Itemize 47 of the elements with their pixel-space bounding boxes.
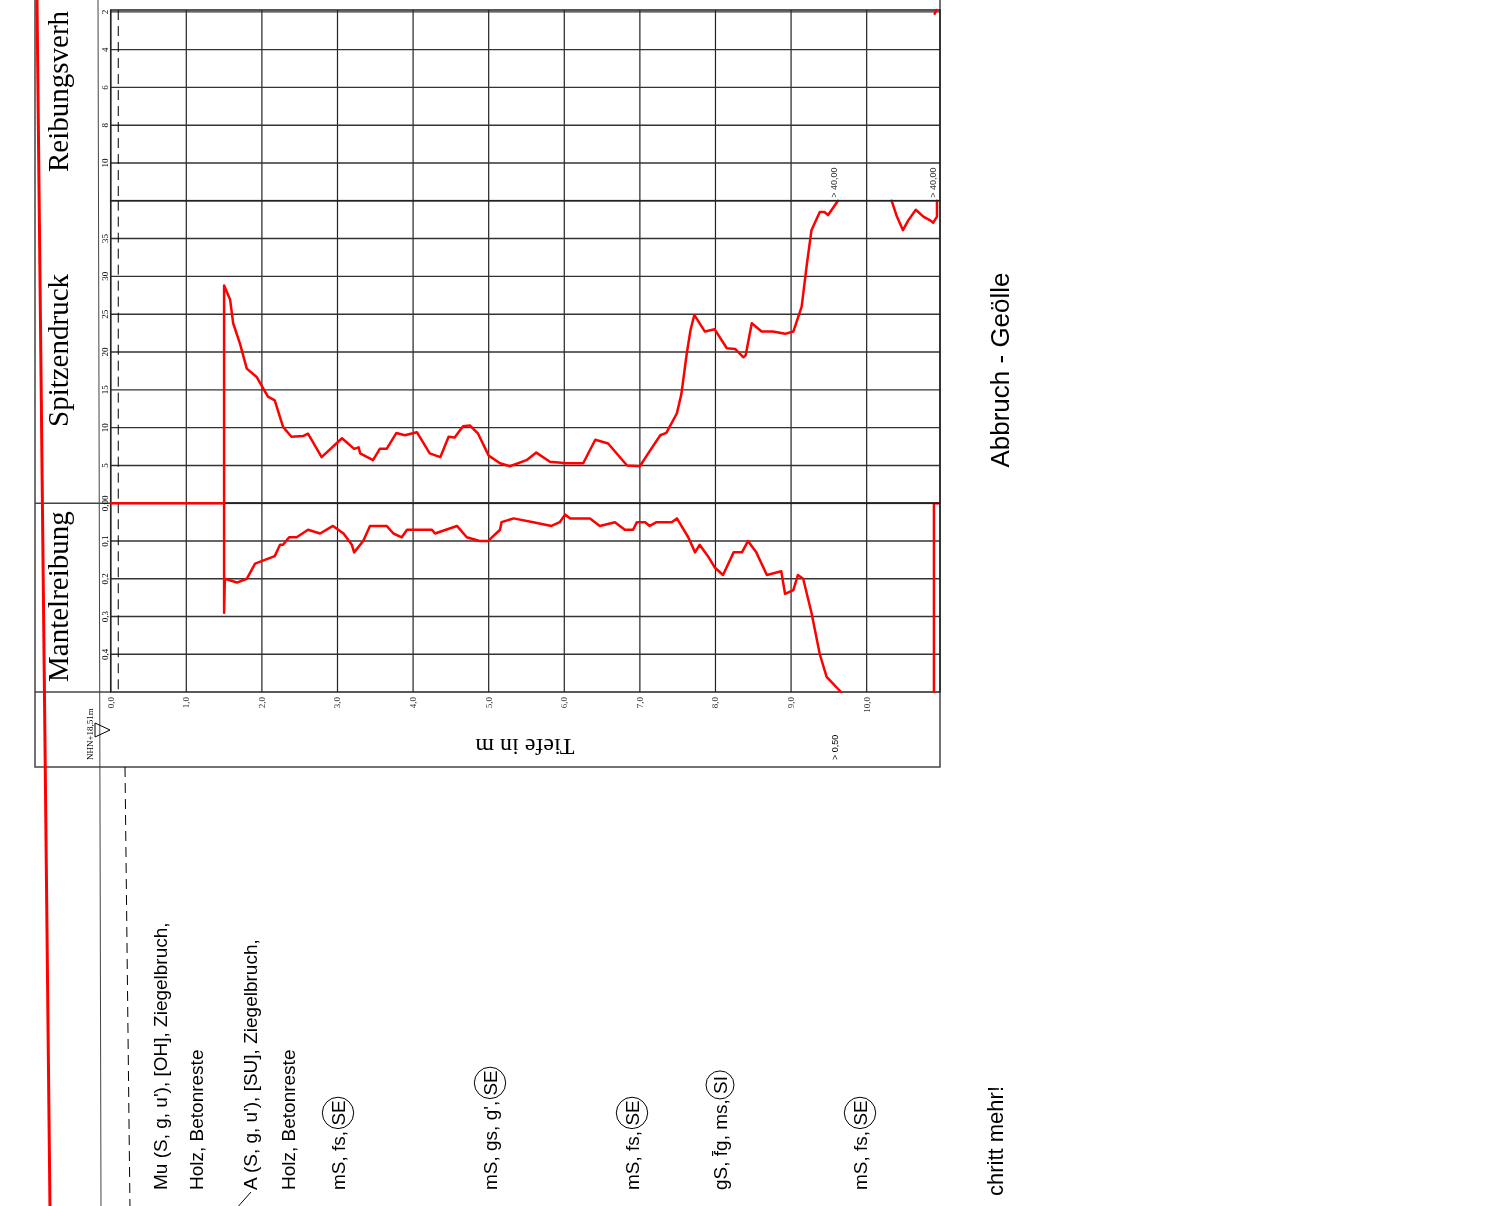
y-tick-label: 25 — [100, 309, 110, 319]
y-tick-label: 0,00 — [100, 494, 110, 512]
text: gS, f̄g, ms, SI — [709, 1075, 731, 1190]
x-axis-title: Tiefe in m — [475, 734, 575, 760]
text: > 0,50 — [830, 734, 840, 760]
x-tick-label: 3,0 — [332, 696, 343, 709]
y-tick-label: 0,2 — [100, 573, 110, 585]
x-tick-label: 6,0 — [559, 696, 570, 709]
x-tick-label: 10,0 — [861, 696, 872, 713]
text: Spitzendruck — [42, 273, 74, 427]
x-tick-label: 2,0 — [256, 696, 267, 709]
y-tick-label: 35 — [100, 233, 110, 244]
text: NHN+18,51m — [85, 708, 95, 760]
text: chritt mehr! — [982, 1085, 1008, 1196]
x-tick-label: 9,0 — [786, 696, 797, 709]
text: A (S, g, u'), [SU], Ziegelbruch, — [239, 939, 261, 1190]
y-tick-label: 0,1 — [100, 535, 110, 547]
text: Reibungsverh — [42, 10, 74, 172]
annotation: > 40,00 — [828, 167, 839, 198]
text: Mantelreibung — [42, 511, 74, 682]
text: mS, fs, SE — [849, 1100, 871, 1190]
y-tick-label: 15 — [100, 384, 110, 395]
x-tick-label: 5,0 — [483, 696, 494, 709]
y-tick-label: 4 — [100, 46, 110, 52]
y-tick-label: 0,4 — [100, 648, 110, 660]
text: mS, fs, SE — [327, 1100, 349, 1190]
y-tick-label: 2 — [100, 9, 110, 15]
text: Holz, Betonreste — [185, 1049, 207, 1190]
annotation: > 40,00 — [927, 167, 938, 198]
y-tick-label: 0,3 — [100, 610, 110, 623]
y-tick-label: 10 — [100, 157, 110, 168]
x-tick-label: 7,0 — [634, 696, 645, 709]
text: Abbruch - Geölle — [985, 272, 1015, 468]
y-tick-label: 8 — [100, 122, 110, 128]
y-tick-label: 20 — [100, 347, 110, 357]
text: Mu (S, g, u'), [OH], Ziegelbruch, — [149, 922, 171, 1190]
text: Holz, Betonreste — [277, 1049, 299, 1190]
x-tick-label: 0,0 — [105, 696, 116, 709]
x-tick-label: 4,0 — [408, 696, 419, 709]
x-tick-label: 1,0 — [181, 696, 192, 709]
y-tick-label: 6 — [100, 84, 110, 90]
y-tick-label: 30 — [100, 271, 110, 281]
y-tick-label: 5 — [100, 462, 110, 468]
x-tick-label: 8,0 — [710, 696, 721, 709]
y-tick-label: 10 — [100, 422, 110, 433]
text: mS, fs, SE — [621, 1100, 643, 1190]
text: mS, gs, g', SE — [479, 1070, 501, 1190]
